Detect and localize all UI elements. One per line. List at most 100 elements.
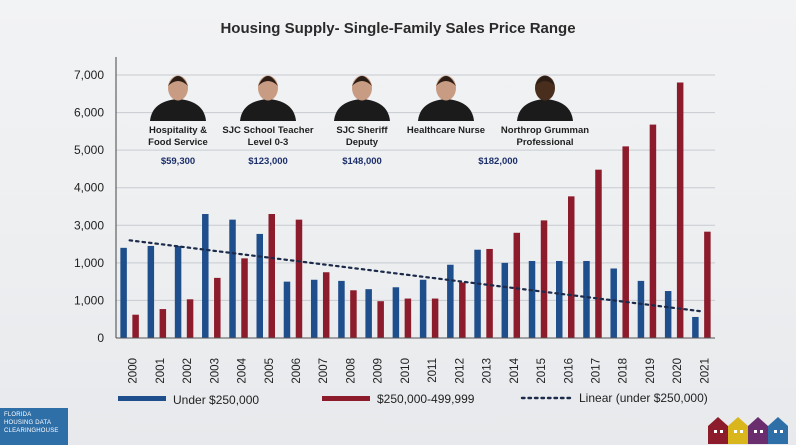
bar-under-250k bbox=[556, 260, 563, 338]
axis-layer: 0 1,000 1,000 3,000 4,000 5,000 6,000 7,000 2000… bbox=[74, 57, 715, 384]
bar-under-250k bbox=[365, 289, 372, 338]
occupation-label: Healthcare Nurse bbox=[407, 125, 485, 136]
occupation-label: SJC School Teacher bbox=[222, 125, 313, 136]
x-tick-label: 2016 bbox=[563, 358, 575, 384]
x-tick-label: 2011 bbox=[427, 358, 439, 383]
person-woman-icon bbox=[150, 75, 206, 121]
bar-250k-500k bbox=[377, 301, 384, 338]
bar-250k-500k bbox=[704, 231, 711, 338]
annotation-group: Healthcare Nurse $182,000 bbox=[407, 75, 518, 167]
legend-layer: Under $250,000 $250,000-499,999 Linear (un… bbox=[118, 391, 708, 407]
bar-under-250k bbox=[147, 245, 155, 338]
legend-label-linear: Linear (under $250,000) bbox=[579, 391, 708, 405]
x-tick-label: 2004 bbox=[237, 357, 249, 383]
bar-250k-500k bbox=[241, 258, 248, 338]
person-hair bbox=[535, 76, 555, 86]
logo-line-3: CLEARINGHOUSE bbox=[4, 428, 59, 434]
bar-under-250k bbox=[392, 287, 400, 338]
person-man-icon bbox=[240, 75, 296, 121]
y-tick-label: 7,000 bbox=[74, 68, 104, 82]
legend-swatch-under-250k bbox=[118, 396, 166, 401]
x-tick-label: 2015 bbox=[536, 358, 548, 384]
trend-layer bbox=[128, 239, 703, 313]
legend-label-250k-500k: $250,000-499,999 bbox=[377, 392, 475, 406]
legend-swatch-250k-500k bbox=[322, 396, 370, 401]
person-man-icon bbox=[517, 75, 573, 121]
houses-icon bbox=[708, 417, 788, 444]
x-tick-label: 2010 bbox=[400, 358, 412, 384]
logo-line-2: HOUSING DATA bbox=[4, 420, 52, 426]
bars-layer bbox=[120, 82, 711, 338]
y-tick-label: 0 bbox=[97, 331, 104, 345]
x-tick-label: 2008 bbox=[345, 358, 357, 384]
x-tick-label: 2017 bbox=[591, 358, 603, 384]
person-hair bbox=[258, 76, 278, 86]
person-shoulders bbox=[418, 99, 474, 121]
occupation-label: Northrop Grumman bbox=[501, 125, 589, 136]
bar-250k-500k bbox=[649, 124, 657, 338]
bar-under-250k bbox=[229, 219, 236, 338]
bar-250k-500k bbox=[295, 219, 303, 338]
bar-under-250k bbox=[664, 291, 672, 338]
annotation-group: Hospitality &Food Service $59,300 bbox=[148, 75, 208, 167]
bar-under-250k bbox=[283, 281, 291, 338]
clearinghouse-logo: FLORIDA HOUSING DATA CLEARINGHOUSE bbox=[0, 408, 68, 445]
bar-under-250k bbox=[501, 262, 509, 338]
bar-250k-500k bbox=[404, 298, 412, 338]
salary-label: $123,000 bbox=[248, 156, 288, 167]
salary-label: $148,000 bbox=[342, 156, 382, 167]
bar-under-250k bbox=[174, 245, 182, 338]
x-tick-label: 2012 bbox=[454, 358, 466, 384]
bar-under-250k bbox=[447, 264, 454, 338]
bar-under-250k bbox=[202, 214, 209, 338]
x-tick-label: 2019 bbox=[645, 358, 657, 384]
person-shoulders bbox=[334, 99, 390, 121]
person-hair bbox=[168, 76, 188, 86]
x-tick-label: 2002 bbox=[182, 358, 194, 384]
bar-250k-500k bbox=[622, 146, 629, 338]
bar-250k-500k bbox=[214, 277, 221, 338]
x-tick-label: 2003 bbox=[209, 358, 221, 384]
bar-250k-500k bbox=[268, 214, 275, 338]
person-woman-icon bbox=[334, 75, 390, 121]
bar-250k-500k bbox=[676, 82, 684, 338]
x-tick-label: 2001 bbox=[155, 358, 167, 384]
bar-250k-500k bbox=[459, 282, 466, 338]
bar-under-250k bbox=[637, 280, 645, 338]
y-tick-label: 3,000 bbox=[74, 218, 104, 232]
occupation-label: Food Service bbox=[148, 137, 208, 148]
bar-250k-500k bbox=[350, 290, 357, 338]
bar-250k-500k bbox=[486, 248, 493, 338]
trendline-linear bbox=[128, 239, 703, 313]
person-shoulders bbox=[240, 99, 296, 121]
occupation-label: Hospitality & bbox=[149, 125, 207, 136]
logo-line-1: FLORIDA bbox=[4, 412, 32, 418]
bar-250k-500k bbox=[513, 232, 521, 338]
x-tick-label: 2006 bbox=[291, 358, 303, 384]
bar-250k-500k bbox=[322, 272, 330, 338]
occupation-label: Professional bbox=[516, 137, 573, 148]
x-tick-label: 2018 bbox=[618, 358, 630, 384]
bar-under-250k bbox=[338, 280, 345, 338]
bar-under-250k bbox=[474, 249, 481, 338]
bar-under-250k bbox=[692, 316, 699, 338]
bar-under-250k bbox=[419, 279, 427, 338]
y-tick-label: 4,000 bbox=[74, 181, 104, 195]
bar-under-250k bbox=[120, 247, 127, 338]
x-tick-label: 2009 bbox=[373, 358, 385, 384]
x-tick-label: 2007 bbox=[318, 358, 330, 384]
occupation-label: Deputy bbox=[346, 137, 379, 148]
x-tick-label: 2000 bbox=[128, 358, 140, 384]
person-shoulders bbox=[517, 99, 573, 121]
x-tick-label: 2014 bbox=[509, 357, 521, 383]
y-tick-label: 1,000 bbox=[74, 256, 104, 270]
person-shoulders bbox=[150, 99, 206, 121]
x-tick-label: 2021 bbox=[699, 358, 711, 384]
bar-250k-500k bbox=[540, 220, 548, 338]
y-tick-label: 6,000 bbox=[74, 106, 104, 120]
